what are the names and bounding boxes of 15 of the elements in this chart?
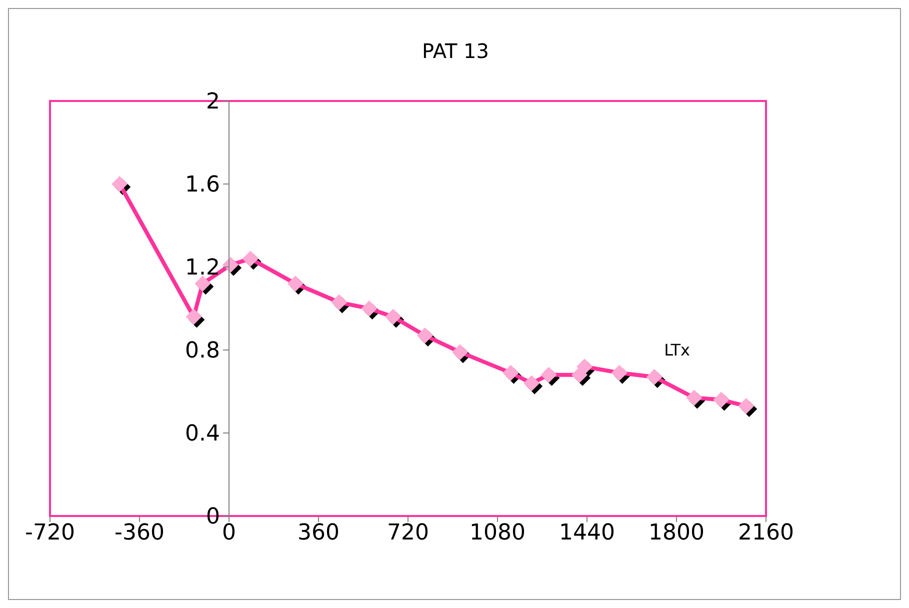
y-tick-label: 1.2 xyxy=(185,256,220,281)
y-tick-label: 0.8 xyxy=(185,338,220,364)
x-tick-label: 360 xyxy=(298,520,340,546)
y-tick-label: 1.6 xyxy=(185,172,220,198)
annotation: LTx xyxy=(664,340,690,360)
x-tick-label: 0 xyxy=(222,520,236,546)
x-tick-label: 1800 xyxy=(648,520,704,546)
chart-title: PAT 13 xyxy=(421,39,490,63)
x-tick-label: -360 xyxy=(114,520,164,546)
x-tick-label: -720 xyxy=(25,520,75,546)
x-tick-label: 720 xyxy=(387,520,429,546)
x-tick-label: 1440 xyxy=(559,520,615,546)
y-tick-label: 0.4 xyxy=(185,422,220,447)
x-tick-label: 1080 xyxy=(470,520,526,546)
x-tick-label: 2160 xyxy=(738,520,794,546)
